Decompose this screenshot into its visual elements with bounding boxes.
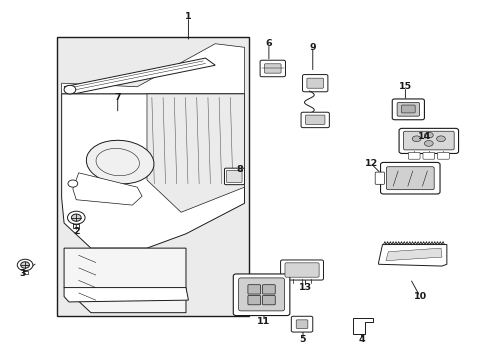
Polygon shape	[147, 94, 244, 212]
Polygon shape	[57, 37, 249, 316]
FancyBboxPatch shape	[407, 152, 419, 159]
FancyBboxPatch shape	[306, 78, 323, 88]
Circle shape	[68, 180, 78, 187]
Circle shape	[17, 259, 33, 271]
FancyBboxPatch shape	[437, 152, 448, 159]
Text: 13: 13	[298, 283, 311, 292]
Ellipse shape	[411, 136, 420, 141]
Polygon shape	[64, 58, 215, 94]
Polygon shape	[64, 248, 185, 313]
FancyBboxPatch shape	[226, 170, 242, 183]
Text: 3: 3	[20, 269, 26, 278]
FancyBboxPatch shape	[262, 285, 275, 294]
Polygon shape	[73, 173, 142, 205]
Text: 5: 5	[299, 335, 305, 344]
FancyBboxPatch shape	[280, 260, 323, 280]
Text: 15: 15	[398, 82, 411, 91]
Text: 11: 11	[257, 317, 270, 326]
Ellipse shape	[436, 136, 445, 141]
FancyBboxPatch shape	[302, 75, 327, 92]
Polygon shape	[64, 288, 188, 302]
FancyBboxPatch shape	[260, 60, 285, 77]
Circle shape	[71, 214, 81, 221]
FancyBboxPatch shape	[396, 103, 419, 116]
Text: 7: 7	[114, 93, 121, 102]
Polygon shape	[61, 94, 244, 248]
Text: 10: 10	[413, 292, 426, 301]
FancyBboxPatch shape	[247, 285, 260, 294]
FancyBboxPatch shape	[262, 296, 275, 305]
FancyBboxPatch shape	[374, 172, 384, 184]
Circle shape	[64, 85, 76, 94]
FancyBboxPatch shape	[422, 152, 434, 159]
Text: 12: 12	[364, 159, 377, 168]
FancyBboxPatch shape	[247, 296, 260, 305]
FancyBboxPatch shape	[398, 129, 458, 153]
Text: 1: 1	[185, 12, 191, 21]
Circle shape	[20, 262, 29, 268]
Text: 4: 4	[358, 335, 364, 344]
Text: 9: 9	[309, 43, 315, 52]
Ellipse shape	[424, 140, 432, 146]
FancyBboxPatch shape	[305, 115, 325, 125]
Ellipse shape	[86, 140, 154, 184]
Polygon shape	[385, 248, 441, 261]
Ellipse shape	[424, 132, 432, 138]
FancyBboxPatch shape	[291, 316, 312, 332]
Text: 8: 8	[236, 165, 243, 174]
FancyBboxPatch shape	[380, 162, 439, 194]
Polygon shape	[378, 244, 446, 266]
FancyBboxPatch shape	[386, 167, 433, 190]
FancyBboxPatch shape	[403, 131, 453, 150]
Polygon shape	[61, 44, 244, 94]
FancyBboxPatch shape	[264, 64, 281, 73]
FancyBboxPatch shape	[401, 105, 414, 113]
FancyBboxPatch shape	[391, 99, 424, 120]
Text: 6: 6	[265, 39, 272, 48]
FancyBboxPatch shape	[301, 112, 329, 128]
FancyBboxPatch shape	[296, 320, 307, 328]
FancyBboxPatch shape	[233, 274, 289, 316]
Polygon shape	[352, 318, 372, 334]
FancyBboxPatch shape	[285, 263, 319, 277]
Text: 14: 14	[417, 132, 430, 141]
FancyBboxPatch shape	[238, 278, 284, 311]
Text: 2: 2	[73, 228, 80, 237]
FancyBboxPatch shape	[224, 168, 244, 185]
Circle shape	[67, 211, 85, 224]
